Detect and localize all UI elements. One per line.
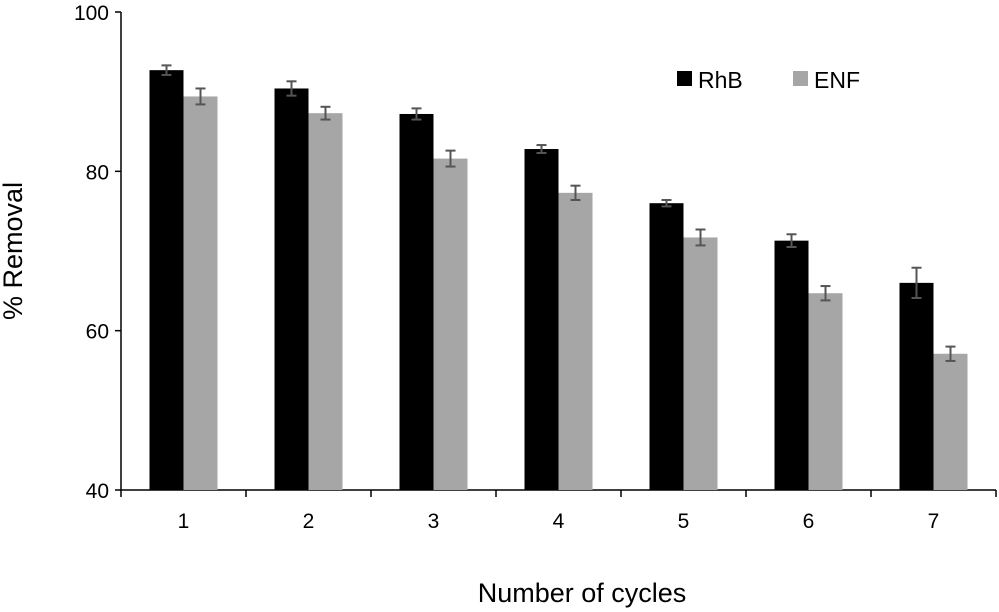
bar-enf-cycle-1 [183,96,218,491]
error-bar-enf-cycle-6 [820,285,831,302]
error-bar-enf-cycle-1 [195,87,206,106]
x-tick-label: 5 [678,510,690,533]
x-tick-label: 3 [428,510,440,533]
x-tick-label: 6 [803,510,815,533]
bar-rhb-cycle-5 [649,203,684,490]
bar-enf-cycle-3 [433,158,468,490]
bar-enf-cycle-2 [308,113,343,490]
x-tick-label: 2 [303,510,315,533]
error-bar-enf-cycle-7 [945,345,956,362]
bar-rhb-cycle-3 [399,113,434,491]
legend: RhB ENF [677,67,860,93]
error-bar-enf-cycle-4 [570,184,581,202]
error-bar-rhb-cycle-4 [536,144,547,155]
y-axis-title: % Removal [0,182,28,320]
error-bar-enf-cycle-5 [695,228,706,247]
bar-enf-cycle-4 [558,192,593,491]
bar-rhb-cycle-1 [149,70,184,490]
y-tick-label: 60 [86,321,109,344]
error-bar-enf-cycle-3 [445,149,456,168]
legend-label-enf: ENF [814,67,860,93]
error-bar-enf-cycle-2 [320,105,331,121]
x-axis-ticks: 1 2 3 4 5 6 7 [120,490,997,533]
bar-rhb-cycle-2 [274,88,309,490]
error-bar-rhb-cycle-6 [786,233,797,249]
x-tick-label: 4 [553,510,565,533]
y-tick-label: 80 [86,161,109,184]
legend-swatch-enf [793,71,808,86]
bar-rhb-cycle-4 [524,149,559,490]
error-bar-rhb-cycle-1 [161,64,172,76]
plot-area: 40 60 80 100 1 2 3 4 5 6 7 [74,2,997,533]
x-tick-label: 7 [928,510,940,533]
y-axis-ticks: 40 60 80 100 [74,2,121,503]
error-bar-rhb-cycle-7 [911,266,922,300]
bar-series-group [149,70,968,491]
bar-enf-cycle-7 [933,353,968,490]
x-axis-title: Number of cycles [478,578,687,608]
bar-enf-cycle-6 [808,293,843,490]
bar-rhb-cycle-6 [774,240,809,490]
x-tick-label: 1 [178,510,190,533]
error-bar-rhb-cycle-3 [411,107,422,121]
y-tick-label: 100 [74,2,109,25]
bar-rhb-cycle-7 [899,282,934,490]
error-bar-group [161,64,956,362]
error-bar-rhb-cycle-5 [661,199,672,208]
error-bar-rhb-cycle-2 [286,80,297,97]
y-tick-label: 40 [86,480,109,503]
legend-swatch-rhb [677,71,692,86]
legend-label-rhb: RhB [698,67,743,93]
bar-enf-cycle-5 [683,237,718,490]
